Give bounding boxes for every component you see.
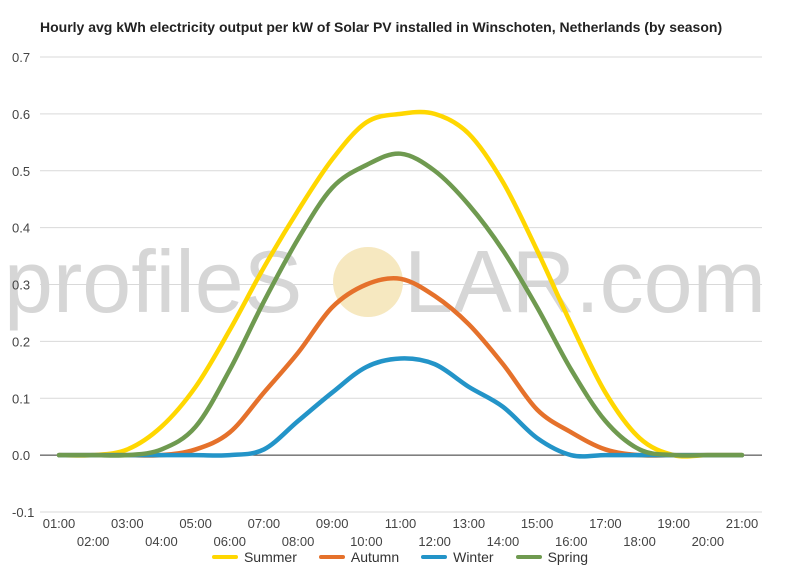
x-tick-label: 11:00 <box>385 516 417 531</box>
series-line-spring <box>56 151 745 458</box>
legend-item-winter[interactable]: Winter <box>421 549 494 565</box>
x-tick-label: 17:00 <box>589 516 622 531</box>
x-tick-label: 07:00 <box>248 516 281 531</box>
legend: Summer Autumn Winter Spring <box>0 549 800 565</box>
x-tick-label: 18:00 <box>623 534 656 549</box>
watermark-text-left: profileS <box>4 232 302 331</box>
legend-item-spring[interactable]: Spring <box>515 549 589 565</box>
x-tick-label: 06:00 <box>213 534 246 549</box>
x-tick-label: 16:00 <box>555 534 588 549</box>
x-tick-label: 02:00 <box>77 534 110 549</box>
x-tick-label: 14:00 <box>487 534 520 549</box>
y-axis-labels: -0.1 0.0 0.1 0.2 0.3 0.4 0.5 0.6 0.7 <box>12 50 34 520</box>
legend-swatch <box>421 555 448 559</box>
x-tick-label: 20:00 <box>692 534 725 549</box>
chart-title: Hourly avg kWh electricity output per kW… <box>40 19 723 35</box>
legend-label: Winter <box>453 549 494 565</box>
legend-item-autumn[interactable]: Autumn <box>318 549 400 565</box>
legend-item-summer[interactable]: Summer <box>211 549 297 565</box>
x-tick-label: 08:00 <box>282 534 315 549</box>
x-tick-label: 03:00 <box>111 516 144 531</box>
x-tick-label: 13:00 <box>453 516 486 531</box>
y-tick-label: -0.1 <box>12 505 34 520</box>
x-tick-label: 05:00 <box>179 516 212 531</box>
y-tick-label: 0.1 <box>12 391 30 406</box>
legend-label: Spring <box>547 549 589 565</box>
x-tick-label: 12:00 <box>418 534 451 549</box>
series-line-summer <box>56 109 745 459</box>
legend-label: Autumn <box>350 549 400 565</box>
series-line-winter <box>56 356 745 459</box>
watermark-text-right: LAR.com <box>404 232 766 331</box>
x-tick-label: 15:00 <box>521 516 554 531</box>
y-tick-label: 0.5 <box>12 164 30 179</box>
x-tick-label: 19:00 <box>657 516 690 531</box>
x-tick-label: 09:00 <box>316 516 349 531</box>
x-tick-label: 01:00 <box>43 516 76 531</box>
x-tick-label: 10:00 <box>350 534 383 549</box>
y-tick-label: 0.6 <box>12 107 30 122</box>
series-lines <box>56 109 745 459</box>
legend-swatch <box>211 555 238 559</box>
y-tick-label: 0.4 <box>12 221 30 236</box>
y-tick-label: 0.3 <box>12 278 30 293</box>
watermark: profileS LAR.com <box>4 232 766 331</box>
x-axis-labels: 01:0002:0003:0004:0005:0006:0007:0008:00… <box>43 516 759 549</box>
y-tick-label: 0.7 <box>12 50 30 65</box>
y-tick-label: 0.2 <box>12 334 30 349</box>
legend-swatch <box>318 555 345 559</box>
x-tick-label: 21:00 <box>726 516 759 531</box>
legend-swatch <box>515 555 542 559</box>
legend-label: Summer <box>243 549 297 565</box>
x-tick-label: 04:00 <box>145 534 178 549</box>
y-tick-label: 0.0 <box>12 448 30 463</box>
